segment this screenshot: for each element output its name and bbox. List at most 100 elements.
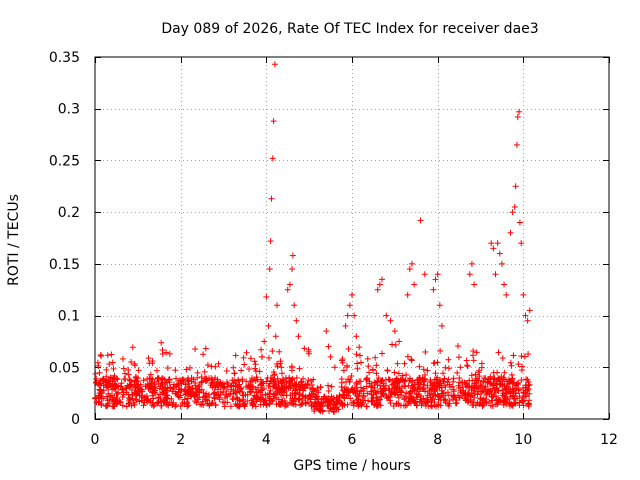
data-point-background <box>121 370 128 377</box>
data-point-background <box>168 395 175 402</box>
data-point <box>374 286 381 293</box>
data-point-background <box>274 390 281 397</box>
data-point-background <box>395 378 402 385</box>
data-point-background <box>406 390 413 397</box>
data-point-background <box>238 385 245 392</box>
data-point-background <box>198 374 205 381</box>
data-point-background <box>455 384 462 391</box>
data-point-background <box>462 395 469 402</box>
data-point-background <box>441 375 448 382</box>
data-point-background <box>377 396 384 403</box>
data-point-background <box>372 354 379 361</box>
data-point-background <box>324 402 331 409</box>
data-point-background <box>369 366 376 373</box>
data-point-background <box>392 341 399 348</box>
data-point-background <box>363 376 370 383</box>
data-point-background <box>234 386 241 393</box>
data-point <box>468 260 475 267</box>
data-point-background <box>131 389 138 396</box>
data-point <box>349 291 355 298</box>
data-point-background <box>154 374 161 381</box>
data-point-background <box>147 397 154 404</box>
data-point-background <box>257 381 264 388</box>
data-point-background <box>155 398 162 405</box>
data-point-background <box>386 397 393 404</box>
data-point-background <box>177 378 184 385</box>
data-point-background <box>384 367 391 374</box>
data-point-background <box>471 394 478 401</box>
data-point-background <box>105 390 112 397</box>
data-point-background <box>492 392 499 399</box>
data-point-background <box>375 375 382 382</box>
data-point-background <box>525 351 532 358</box>
x-axis-label: GPS time / hours <box>293 458 410 474</box>
data-point-background <box>235 376 242 383</box>
data-point-background <box>112 400 119 407</box>
data-point-background <box>275 396 282 403</box>
data-point-background <box>373 370 380 377</box>
data-point-background <box>266 380 273 387</box>
data-point-background <box>329 404 336 411</box>
data-point-background <box>143 383 150 390</box>
x-tick-label: 4 <box>262 432 271 448</box>
data-point-background <box>478 364 485 371</box>
data-point-background <box>339 359 346 366</box>
data-point-background <box>420 381 427 388</box>
data-point-background <box>236 397 243 404</box>
data-point-background <box>217 379 224 386</box>
data-point-background <box>239 378 246 385</box>
data-point-background <box>354 400 361 407</box>
data-point-background <box>173 375 180 382</box>
data-point-background <box>369 383 376 390</box>
data-point-background <box>457 364 464 371</box>
data-point-background <box>427 394 434 401</box>
data-point-background <box>126 376 133 383</box>
data-point-background <box>253 374 260 381</box>
data-point-background <box>357 384 364 391</box>
data-point-background <box>320 396 327 403</box>
data-point-background <box>405 382 412 389</box>
data-point-background <box>464 362 471 369</box>
data-point-background <box>357 359 364 366</box>
data-point-background <box>113 375 120 382</box>
data-point-background <box>470 357 477 364</box>
data-point-background <box>464 399 471 406</box>
x-tick-label: 10 <box>514 432 532 448</box>
data-point-background <box>277 360 284 367</box>
chart-title: Day 089 of 2026, Rate Of TEC Index for r… <box>161 21 538 37</box>
data-point-background <box>145 383 152 390</box>
data-point-background <box>270 369 277 376</box>
data-point <box>327 353 334 360</box>
data-point <box>293 317 300 324</box>
data-point <box>274 302 281 309</box>
data-point-background <box>216 396 223 403</box>
data-point-background <box>350 402 357 409</box>
data-point <box>507 229 514 236</box>
data-point-background <box>510 393 517 400</box>
data-point-background <box>239 392 246 399</box>
data-point-background <box>379 350 386 357</box>
grid-lines <box>95 57 609 419</box>
data-point-background <box>503 383 510 390</box>
data-point-background <box>410 385 417 392</box>
data-point-background <box>192 382 199 389</box>
data-point-background <box>114 376 121 383</box>
data-point-background <box>408 395 415 402</box>
data-point-background <box>150 403 157 410</box>
data-point-background <box>275 385 282 392</box>
data-point <box>342 322 349 329</box>
data-point-background <box>126 394 133 401</box>
data-point <box>518 240 525 247</box>
data-point-background <box>360 387 367 394</box>
data-point <box>466 271 473 278</box>
data-point-background <box>470 348 477 355</box>
data-point-background <box>153 367 160 374</box>
data-point-background <box>452 400 459 407</box>
data-point-background <box>325 387 332 394</box>
data-point-background <box>164 365 171 372</box>
data-point-background <box>300 384 307 391</box>
data-point-background <box>118 380 125 387</box>
data-point-background <box>493 397 500 404</box>
data-point-background <box>102 402 109 409</box>
data-point-background <box>377 402 384 409</box>
